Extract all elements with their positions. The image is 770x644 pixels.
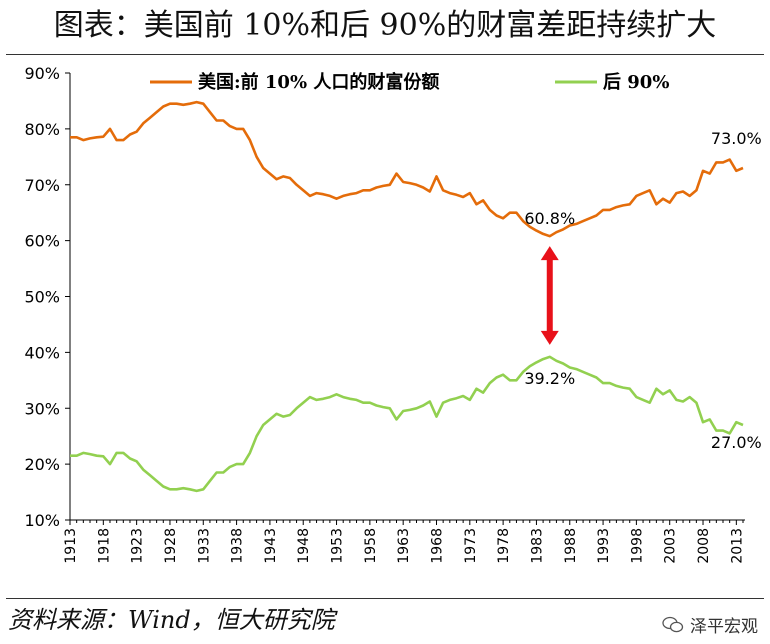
footer-divider [6,598,764,599]
x-tick-label: 1943 [263,528,279,564]
y-tick-label: 90% [24,64,60,83]
arrow-head-up [540,246,559,261]
data-labels: 73.0% 60.8% 39.2% 27.0% [524,129,761,452]
wechat-icon [662,616,684,634]
x-tick-label: 1918 [96,528,112,564]
x-tick-label: 1913 [63,528,79,564]
x-tick-label: 1948 [296,528,312,564]
legend-label-bottom90: 后 90% [603,72,669,93]
data-label: 27.0% [711,433,762,452]
data-label: 60.8% [524,209,575,228]
y-tick-label: 70% [24,176,60,195]
x-tick-label: 1928 [163,528,179,564]
gap-arrow [540,246,559,345]
legend-label-top10: 美国:前 10% 人口的财富份额 [198,71,439,93]
chart-title: 图表：美国前 10%和后 90%的财富差距持续扩大 [53,8,717,43]
y-tick-label: 60% [24,232,60,251]
x-tick-label: 1963 [396,528,412,564]
x-tick-label: 1978 [496,528,512,564]
x-tick-label: 1973 [463,528,479,564]
x-tick-label: 1993 [596,528,612,564]
line-chart: 90% 80% 70% 60% 50% 40% 30% 20% 10%1913 1918 1923 1… [24,64,761,564]
chart-axes: 90% 80% 70% 60% 50% 40% 30% 20% 10%1913 1918 1923 1… [24,64,745,564]
x-tick-label: 1988 [563,528,579,564]
x-tick-label: 1983 [529,528,545,564]
x-tick-label: 1953 [330,528,346,564]
x-tick-label: 1923 [130,528,146,564]
watermark-text: 泽平宏观 [690,617,758,637]
x-tick-label: 2013 [729,528,745,564]
y-tick-label: 80% [24,120,60,139]
x-tick-label: 1968 [429,528,445,564]
x-tick-label: 1958 [363,528,379,564]
title-divider [6,54,764,55]
arrow-head-down [540,330,559,345]
x-tick-label: 1933 [196,528,212,564]
arrow-shaft [546,258,553,333]
watermark: 泽平宏观 [662,612,758,637]
x-tick-label: 2003 [663,528,679,564]
chart-legend: 美国:前 10% 人口的财富份额 后 90% [150,71,669,93]
y-tick-label: 50% [24,288,60,307]
y-tick-label: 40% [24,343,60,362]
y-tick-label: 10% [24,511,60,530]
x-tick-label: 1998 [629,528,645,564]
y-tick-label: 30% [24,399,60,418]
data-label: 39.2% [524,369,575,388]
x-tick-label: 2008 [696,528,712,564]
series-line-top10 [70,100,744,238]
series-lines [70,100,744,493]
series-line-bottom90 [70,355,744,493]
x-tick-label: 1938 [230,528,246,564]
source-note: 资料来源：Wind，恒大研究院 [8,606,335,634]
y-tick-label: 20% [24,455,60,474]
data-label: 73.0% [711,129,762,148]
